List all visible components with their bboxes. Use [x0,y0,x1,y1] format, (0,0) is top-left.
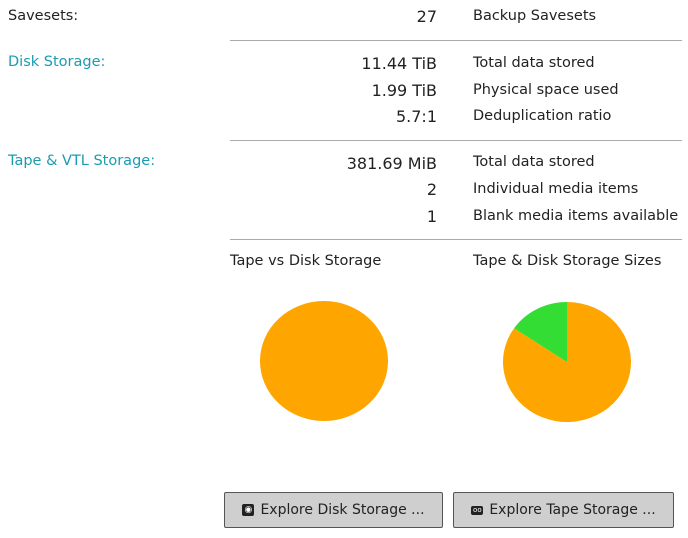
tape-media-desc: Individual media items [473,181,639,197]
disk-physical-value: 1.99 TiB [371,81,437,100]
pie-slice [260,301,388,421]
divider [230,40,682,41]
tape-media-value: 2 [426,180,437,199]
savesets-value: 27 [416,7,437,26]
pie-slice [514,302,567,362]
disk-physical-desc: Physical space used [473,82,619,98]
disk-total-value: 11.44 TiB [361,54,437,73]
tape-blank-value: 1 [426,207,437,226]
explore-tape-storage-button[interactable]: oo Explore Tape Storage ... [453,492,674,528]
explore-tape-label: Explore Tape Storage ... [489,502,656,518]
explore-disk-storage-button[interactable]: ◉ Explore Disk Storage ... [224,492,443,528]
chart-title-tape-vs-disk: Tape vs Disk Storage [230,253,382,269]
explore-disk-label: Explore Disk Storage ... [260,502,425,518]
disk-dedup-desc: Deduplication ratio [473,108,612,124]
disk-total-desc: Total data stored [473,55,595,71]
tape-storage-label: Tape & VTL Storage: [8,153,156,169]
disk-icon: ◉ [242,504,255,516]
chart-title-sizes: Tape & Disk Storage Sizes [473,253,662,269]
tape-blank-desc: Blank media items available [473,208,679,224]
tape-total-value: 381.69 MiB [346,154,437,173]
savesets-desc: Backup Savesets [473,8,597,24]
disk-dedup-value: 5.7:1 [395,107,437,126]
divider [230,239,682,240]
tape-icon: oo [471,505,484,515]
disk-storage-label: Disk Storage: [8,54,106,70]
divider [230,140,682,141]
savesets-label: Savesets: [8,8,79,24]
tape-total-desc: Total data stored [473,154,595,170]
